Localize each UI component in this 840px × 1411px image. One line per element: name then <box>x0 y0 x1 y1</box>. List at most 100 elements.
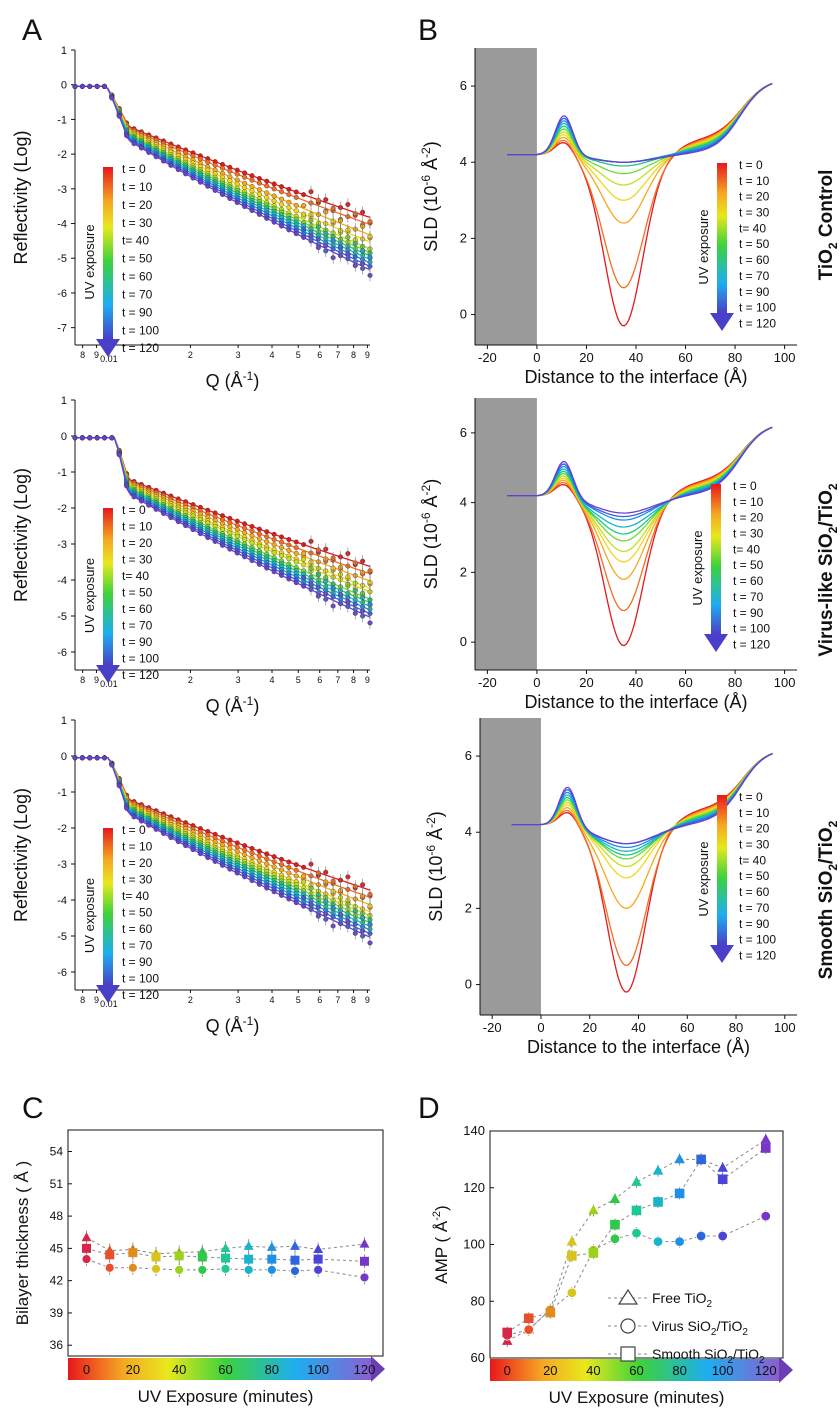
square-marker <box>567 1251 577 1261</box>
x-tick-label: 5 <box>296 350 301 360</box>
legend-time-label: t = 10 <box>739 806 770 820</box>
uv-arrow-bar <box>717 795 727 945</box>
triangle-marker <box>652 1164 664 1175</box>
y-tick-label: 45 <box>50 1241 64 1255</box>
circle-marker <box>359 1272 370 1283</box>
data-point <box>264 190 270 196</box>
legend-time-label: t= 40 <box>739 853 766 867</box>
data-point <box>183 843 189 849</box>
data-point <box>256 881 262 887</box>
square-marker <box>105 1250 115 1260</box>
x-tick-label: 4 <box>269 350 274 360</box>
y-tick-label: 2 <box>465 900 472 915</box>
data-point <box>279 553 285 559</box>
y-tick-label: -5 <box>57 611 67 623</box>
data-point <box>227 866 233 872</box>
uv-exposure-label: UV exposure <box>696 209 711 284</box>
circle-marker <box>81 1254 92 1265</box>
y-tick-label: 54 <box>50 1145 64 1159</box>
y-tick-label: 120 <box>463 1180 485 1195</box>
sld-series-line-6 <box>511 752 773 856</box>
x-tick-label: 0 <box>537 1020 544 1035</box>
circle-marker <box>523 1324 534 1335</box>
legend-time-label: t = 0 <box>739 790 763 804</box>
uv-exposure-label: UV exposure <box>82 558 97 633</box>
legend-time-label: t = 100 <box>733 622 770 636</box>
legend-time-label: t = 20 <box>733 511 764 525</box>
data-point <box>271 542 277 548</box>
data-point <box>197 851 203 857</box>
data-point <box>256 191 262 197</box>
data-point <box>242 554 248 560</box>
data-point <box>242 530 248 536</box>
data-point <box>264 546 270 552</box>
data-point <box>205 159 211 165</box>
data-point <box>175 519 181 525</box>
plots-layer: 10-1-2-3-4-5-6-78 9 0.01 2 3 4 5 6 7 8 9Reflectivi… <box>11 45 797 1407</box>
data-point <box>242 180 248 186</box>
data-point <box>293 545 299 551</box>
x-axis-label: Distance to the interface (Å) <box>524 692 747 712</box>
y-tick-label: 4 <box>460 495 467 510</box>
data-point <box>109 95 115 101</box>
legend-time-label: t= 40 <box>122 889 149 903</box>
x-tick-label: 3 <box>236 995 241 1005</box>
x-axis-label: UV Exposure (minutes) <box>138 1387 314 1406</box>
triangle-marker <box>359 1238 370 1248</box>
data-point <box>234 171 240 177</box>
data-point <box>219 191 225 197</box>
data-point <box>242 852 248 858</box>
data-point <box>212 538 218 544</box>
legend-square-marker <box>620 1346 636 1362</box>
circle-marker <box>566 1287 578 1298</box>
triangle-marker <box>609 1193 621 1203</box>
svg-text:TiO2 Control: TiO2 Control <box>816 170 840 281</box>
y-tick-label: 6 <box>465 748 472 763</box>
data-point <box>234 527 240 533</box>
x-tick-label: 80 <box>672 1363 686 1378</box>
data-point <box>264 195 270 201</box>
data-point <box>242 185 248 191</box>
data-point <box>205 535 211 541</box>
x-tick-label: 2 <box>188 350 193 360</box>
data-point <box>293 580 299 586</box>
y-tick-label: -4 <box>57 219 67 231</box>
y-tick-label: 42 <box>50 1274 64 1288</box>
y-tick-label: 1 <box>61 715 67 727</box>
triangle-marker <box>243 1240 254 1250</box>
data-point <box>293 559 299 565</box>
legend-time-label: t = 90 <box>122 635 153 649</box>
data-point <box>175 167 181 173</box>
reflectivity-plot-2: 10-1-2-3-4-5-68 9 0.01 2 3 4 5 6 7 8 9Reflectivity… <box>11 395 373 716</box>
triangle-marker <box>631 1176 642 1186</box>
data-point <box>271 186 277 192</box>
y-axis-label: Reflectivity (Log) <box>11 468 31 602</box>
sld-series-line-1 <box>507 82 773 289</box>
sld-series-line-8 <box>511 753 773 849</box>
legend-time-label: t = 10 <box>739 174 770 188</box>
data-point <box>264 183 270 189</box>
legend-label: Smooth SiO2/TiO2 <box>652 1346 765 1366</box>
square-marker <box>313 1254 323 1264</box>
x-tick-label: 6 <box>317 350 322 360</box>
data-point <box>286 859 292 865</box>
circle-marker <box>674 1236 685 1247</box>
x-tick-label: 0 <box>533 350 540 365</box>
y-tick-label: 4 <box>460 154 467 169</box>
data-point <box>249 208 255 214</box>
legend-time-label: t = 30 <box>739 206 770 220</box>
y-tick-label: 2 <box>460 230 467 245</box>
data-point <box>160 158 166 164</box>
series-dash-line <box>507 1215 766 1336</box>
x-tick-label: 0 <box>533 675 540 690</box>
data-point <box>279 201 285 207</box>
legend-time-label: t = 120 <box>733 637 770 651</box>
y-tick-label: -2 <box>57 823 67 835</box>
data-point <box>124 483 130 489</box>
legend-time-label: t = 50 <box>122 906 153 920</box>
data-point <box>160 510 166 516</box>
panel-letter-d: D <box>418 1092 440 1125</box>
x-tick-label: 100 <box>774 1020 796 1035</box>
y-tick-label: -3 <box>57 184 67 196</box>
data-point <box>286 537 292 543</box>
